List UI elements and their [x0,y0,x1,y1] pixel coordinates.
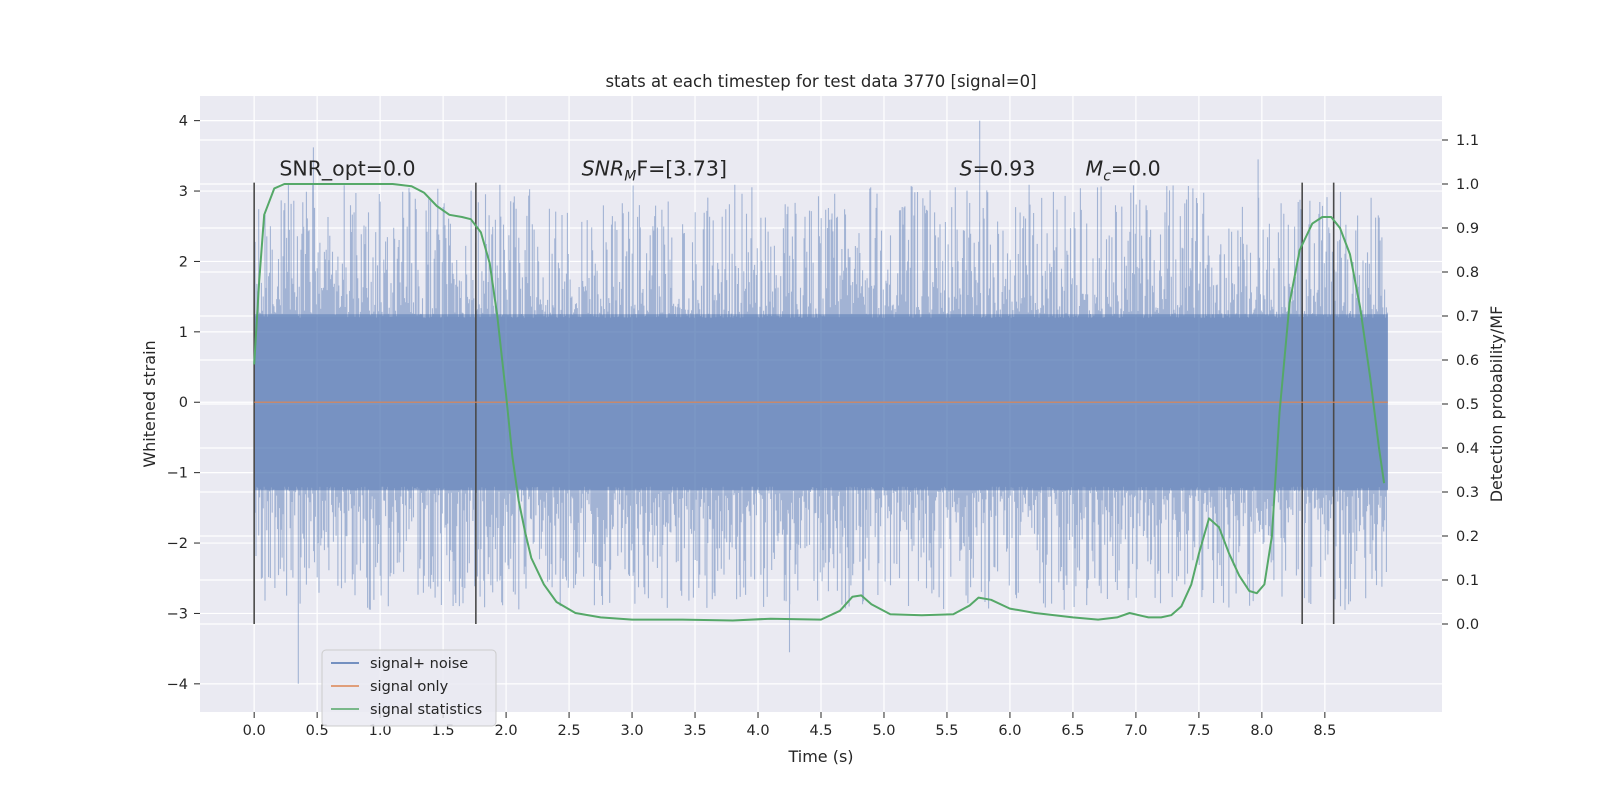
y-left-tick-label-6: −2 [167,536,188,552]
x-axis-label: Time (s) [787,747,853,766]
y-left-tick-label-5: −1 [167,466,188,482]
y-right-tick-label-4: 0.7 [1456,309,1479,325]
x-tick-label-16: 8.0 [1250,723,1273,739]
x-tick-label-9: 4.5 [809,723,832,739]
y-right-tick-label-9: 0.2 [1456,529,1479,545]
x-axis-ticks: 0.0 0.5 1.0 1.5 2.0 2.5 3.0 3.5 4.0 4.5 5.0 5.5 6.0 6… [243,712,1336,739]
y-left-tick-label-4: 0 [179,395,188,411]
x-tick-label-10: 5.0 [872,723,895,739]
signal-statistics-series [253,183,1386,622]
x-tick-label-1: 0.5 [306,723,329,739]
annotation-1: SNRMF=[3.73] [582,157,727,185]
vertical-markers [253,182,1335,624]
y-left-tick-label-2: 2 [179,254,188,270]
x-tick-label-4: 2.0 [495,723,518,739]
y-right-tick-label-7: 0.4 [1456,441,1479,457]
x-tick-label-6: 3.0 [621,723,644,739]
annotation-2: S=0.93 [960,157,1036,181]
x-tick-label-15: 7.5 [1187,723,1210,739]
x-tick-label-0: 0.0 [243,723,266,739]
y-right-tick-label-8: 0.3 [1456,485,1479,501]
annotation-3: Mc=0.0 [1086,157,1161,185]
y-left-tick-label-7: −3 [167,606,188,622]
y-left-tick-label-3: 1 [179,325,188,341]
annotation-0: SNR_opt=0.0 [279,157,415,182]
x-tick-label-14: 7.0 [1124,723,1147,739]
legend: signal+ noise signal only signal statist… [321,649,497,727]
y-right-tick-label-11: 0.0 [1456,617,1479,633]
y-right-tick-label-1: 1.0 [1456,177,1479,193]
y-right-tick-label-0: 1.1 [1456,133,1479,149]
signal-statistics-line [253,183,1386,622]
y-right-tick-label-3: 0.8 [1456,265,1479,281]
x-tick-label-7: 3.5 [684,723,707,739]
legend-label-signal-statistics: signal statistics [370,702,482,718]
chart-title: stats at each timestep for test data 377… [605,72,1036,91]
x-tick-label-8: 4.0 [746,723,769,739]
x-tick-label-17: 8.5 [1313,723,1336,739]
y-right-tick-label-5: 0.6 [1456,353,1479,369]
x-tick-label-11: 5.5 [935,723,958,739]
x-tick-label-12: 6.0 [998,723,1021,739]
x-tick-label-3: 1.5 [432,723,455,739]
y-left-axis-ticks: 4 3 2 1 0 −1 −2 −3 −4 [167,114,200,693]
x-tick-label-2: 1.0 [369,723,392,739]
x-tick-label-13: 6.5 [1061,723,1084,739]
y-left-tick-label-0: 4 [179,114,188,130]
y-left-axis-label: Whitened strain [140,340,159,467]
legend-frame [321,649,497,727]
y-left-tick-label-8: −4 [167,677,188,693]
y-left-tick-label-1: 3 [179,184,188,200]
x-tick-label-5: 2.5 [558,723,581,739]
annotations: SNR_opt=0.0 SNRMF=[3.73] S=0.93 Mc=0.0 [279,157,1160,185]
y-right-tick-label-6: 0.5 [1456,397,1479,413]
y-right-tick-label-2: 0.9 [1456,221,1479,237]
y-right-tick-label-10: 0.1 [1456,573,1479,589]
legend-label-signal-noise: signal+ noise [370,656,468,672]
y-right-axis-ticks: 1.1 1.0 0.9 0.8 0.7 0.6 0.5 0.4 0.3 0.2 0.1 0.0 [1442,133,1479,633]
y-right-axis-label: Detection probability/MF [1487,306,1506,503]
legend-label-signal-only: signal only [370,679,449,695]
